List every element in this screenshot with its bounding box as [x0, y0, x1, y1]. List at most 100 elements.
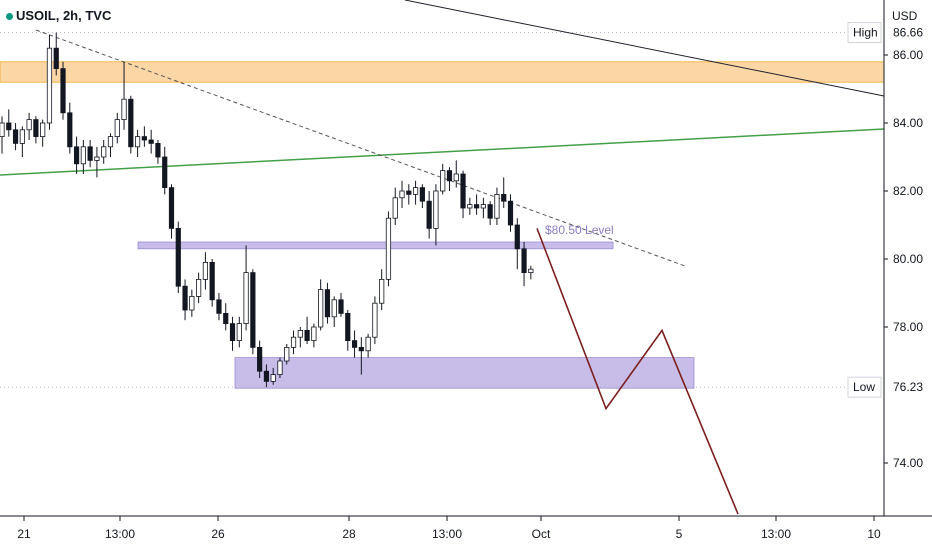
candle[interactable]: [121, 61, 127, 130]
candle[interactable]: [446, 167, 453, 191]
candle[interactable]: [331, 296, 337, 327]
candle[interactable]: [528, 265, 534, 280]
candle[interactable]: [480, 197, 486, 219]
candle[interactable]: [223, 303, 229, 331]
candle[interactable]: [148, 129, 154, 154]
candle[interactable]: [0, 116, 5, 154]
candle[interactable]: [202, 252, 208, 290]
candle[interactable]: [19, 126, 25, 157]
candle[interactable]: [419, 184, 425, 208]
candle[interactable]: [175, 221, 181, 293]
projected-path[interactable]: [536, 228, 739, 515]
ascending-trendline[interactable]: [0, 128, 885, 176]
candle[interactable]: [440, 163, 446, 195]
candle[interactable]: [453, 160, 459, 188]
candle[interactable]: [351, 330, 358, 358]
candle[interactable]: [229, 316, 236, 351]
candle[interactable]: [473, 194, 480, 215]
candle[interactable]: [243, 245, 249, 331]
candle[interactable]: [26, 112, 32, 140]
candle[interactable]: [6, 109, 12, 137]
candle[interactable]: [87, 140, 93, 168]
candle[interactable]: [277, 357, 283, 378]
candle[interactable]: [94, 146, 100, 178]
candle[interactable]: [290, 330, 297, 355]
candle[interactable]: [80, 140, 86, 174]
candle[interactable]: [507, 194, 514, 232]
candle[interactable]: [250, 269, 256, 355]
candle[interactable]: [189, 289, 195, 317]
candle[interactable]: [53, 32, 59, 76]
candle-body: [243, 272, 249, 325]
candle[interactable]: [494, 187, 500, 225]
candle[interactable]: [134, 129, 141, 157]
candle[interactable]: [487, 201, 493, 225]
candle[interactable]: [40, 119, 46, 147]
x-tick-label: 26: [211, 527, 225, 541]
candle[interactable]: [263, 364, 270, 388]
candle[interactable]: [392, 187, 398, 225]
candle[interactable]: [399, 180, 405, 208]
candle[interactable]: [338, 293, 344, 317]
high-value-label: 86.66: [893, 26, 923, 40]
candle-body: [216, 299, 222, 314]
candle[interactable]: [406, 184, 412, 205]
candle[interactable]: [216, 293, 222, 321]
candle[interactable]: [168, 184, 175, 239]
level-zone[interactable]: [137, 241, 614, 250]
candle[interactable]: [514, 218, 520, 270]
candle[interactable]: [67, 102, 73, 154]
candle[interactable]: [426, 191, 432, 239]
candle[interactable]: [304, 316, 310, 344]
candle[interactable]: [162, 146, 168, 195]
candle[interactable]: [460, 170, 466, 219]
candle[interactable]: [196, 272, 202, 304]
candle[interactable]: [358, 337, 364, 375]
candle[interactable]: [521, 242, 527, 287]
resistance-trendline[interactable]: [404, 0, 885, 97]
candle[interactable]: [372, 296, 378, 344]
candle[interactable]: [101, 140, 107, 164]
candle[interactable]: [114, 112, 120, 144]
candle[interactable]: [297, 327, 303, 348]
plot-area[interactable]: [0, 0, 884, 516]
high-tag-label: High: [853, 26, 878, 40]
candle[interactable]: [236, 316, 242, 348]
candle-body: [426, 200, 432, 229]
candle[interactable]: [107, 133, 114, 157]
demand-zone[interactable]: [234, 357, 695, 389]
candle[interactable]: [46, 34, 53, 130]
candle[interactable]: [318, 279, 324, 331]
candle[interactable]: [379, 269, 385, 310]
candle[interactable]: [311, 323, 317, 348]
candle[interactable]: [141, 126, 147, 147]
candle[interactable]: [270, 367, 276, 385]
candle[interactable]: [33, 116, 39, 144]
symbol-legend[interactable]: USOIL, 2h, TVC: [6, 8, 111, 23]
candle[interactable]: [60, 61, 66, 120]
supply-zone[interactable]: [0, 61, 885, 83]
candle[interactable]: [257, 340, 263, 378]
candle[interactable]: [128, 95, 134, 154]
candle[interactable]: [12, 123, 19, 151]
candle[interactable]: [209, 259, 215, 307]
dashed-downtrend-line[interactable]: [35, 29, 686, 267]
candle[interactable]: [155, 140, 161, 164]
candle[interactable]: [365, 333, 371, 358]
candle-body: [521, 248, 527, 274]
candle-body: [168, 187, 175, 229]
candle-body: [419, 187, 425, 202]
candle[interactable]: [345, 310, 351, 351]
candle[interactable]: [467, 197, 473, 215]
candle[interactable]: [412, 180, 419, 205]
candle[interactable]: [324, 282, 331, 324]
candle[interactable]: [182, 279, 188, 321]
candle[interactable]: [73, 136, 80, 174]
candle[interactable]: [433, 184, 439, 246]
candle[interactable]: [284, 344, 290, 365]
candle-body: [338, 299, 344, 314]
candle[interactable]: [501, 177, 507, 208]
candle[interactable]: [385, 211, 392, 287]
candle-body: [87, 146, 93, 161]
